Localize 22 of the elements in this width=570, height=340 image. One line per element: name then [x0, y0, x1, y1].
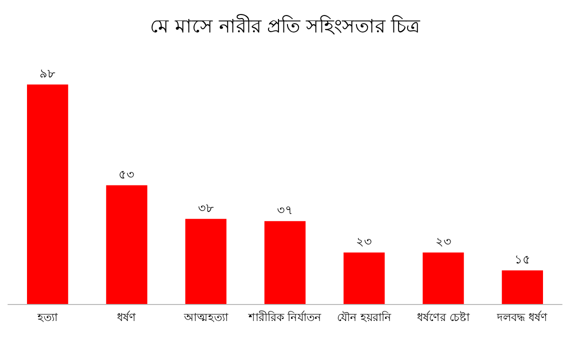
data-label: ৯৮ — [40, 66, 56, 80]
bar — [344, 252, 385, 304]
data-label: ৩৭ — [277, 203, 293, 218]
bar — [264, 221, 306, 304]
data-label: ৫৩ — [118, 167, 135, 182]
data-label: ২৩ — [356, 234, 372, 248]
bar — [422, 252, 464, 304]
bar — [502, 270, 544, 304]
bar — [106, 185, 148, 304]
x-tick-label: যৌন হয়রানি — [336, 311, 392, 324]
x-tick-label: হত্যা — [36, 311, 59, 324]
x-tick-label: ধর্ষণের চেষ্টা — [417, 311, 471, 324]
data-label: ১৫ — [514, 252, 530, 266]
x-tick-label: আত্মহত্যা — [182, 311, 229, 324]
chart-title: মে মাসে নারীর প্রতি সহিংসতার চিত্র — [150, 14, 422, 38]
data-label: ২৩ — [435, 234, 452, 248]
x-tick-label: ধর্ষণ — [117, 311, 136, 324]
bar — [185, 218, 226, 304]
bar — [26, 84, 68, 304]
x-tick-label: দলবদ্ধ ধর্ষণ — [496, 311, 548, 324]
data-label: ৩৮ — [198, 200, 214, 215]
x-tick-label: শারীরিক নির্যাতন — [247, 311, 322, 324]
